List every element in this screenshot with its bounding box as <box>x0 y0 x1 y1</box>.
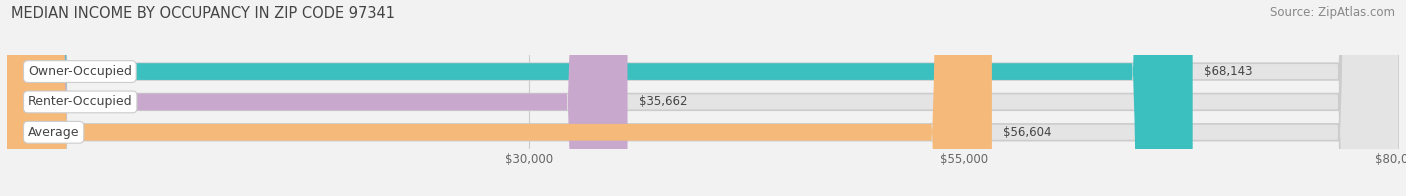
Text: $56,604: $56,604 <box>1002 126 1052 139</box>
FancyBboxPatch shape <box>7 0 1399 196</box>
Text: Owner-Occupied: Owner-Occupied <box>28 65 132 78</box>
FancyBboxPatch shape <box>7 0 1192 196</box>
FancyBboxPatch shape <box>7 0 991 196</box>
FancyBboxPatch shape <box>7 0 1399 196</box>
Text: Source: ZipAtlas.com: Source: ZipAtlas.com <box>1270 6 1395 19</box>
Text: $68,143: $68,143 <box>1204 65 1253 78</box>
FancyBboxPatch shape <box>7 0 627 196</box>
Text: Average: Average <box>28 126 79 139</box>
FancyBboxPatch shape <box>7 0 1399 196</box>
Text: Renter-Occupied: Renter-Occupied <box>28 95 132 108</box>
Text: MEDIAN INCOME BY OCCUPANCY IN ZIP CODE 97341: MEDIAN INCOME BY OCCUPANCY IN ZIP CODE 9… <box>11 6 395 21</box>
Text: $35,662: $35,662 <box>638 95 688 108</box>
